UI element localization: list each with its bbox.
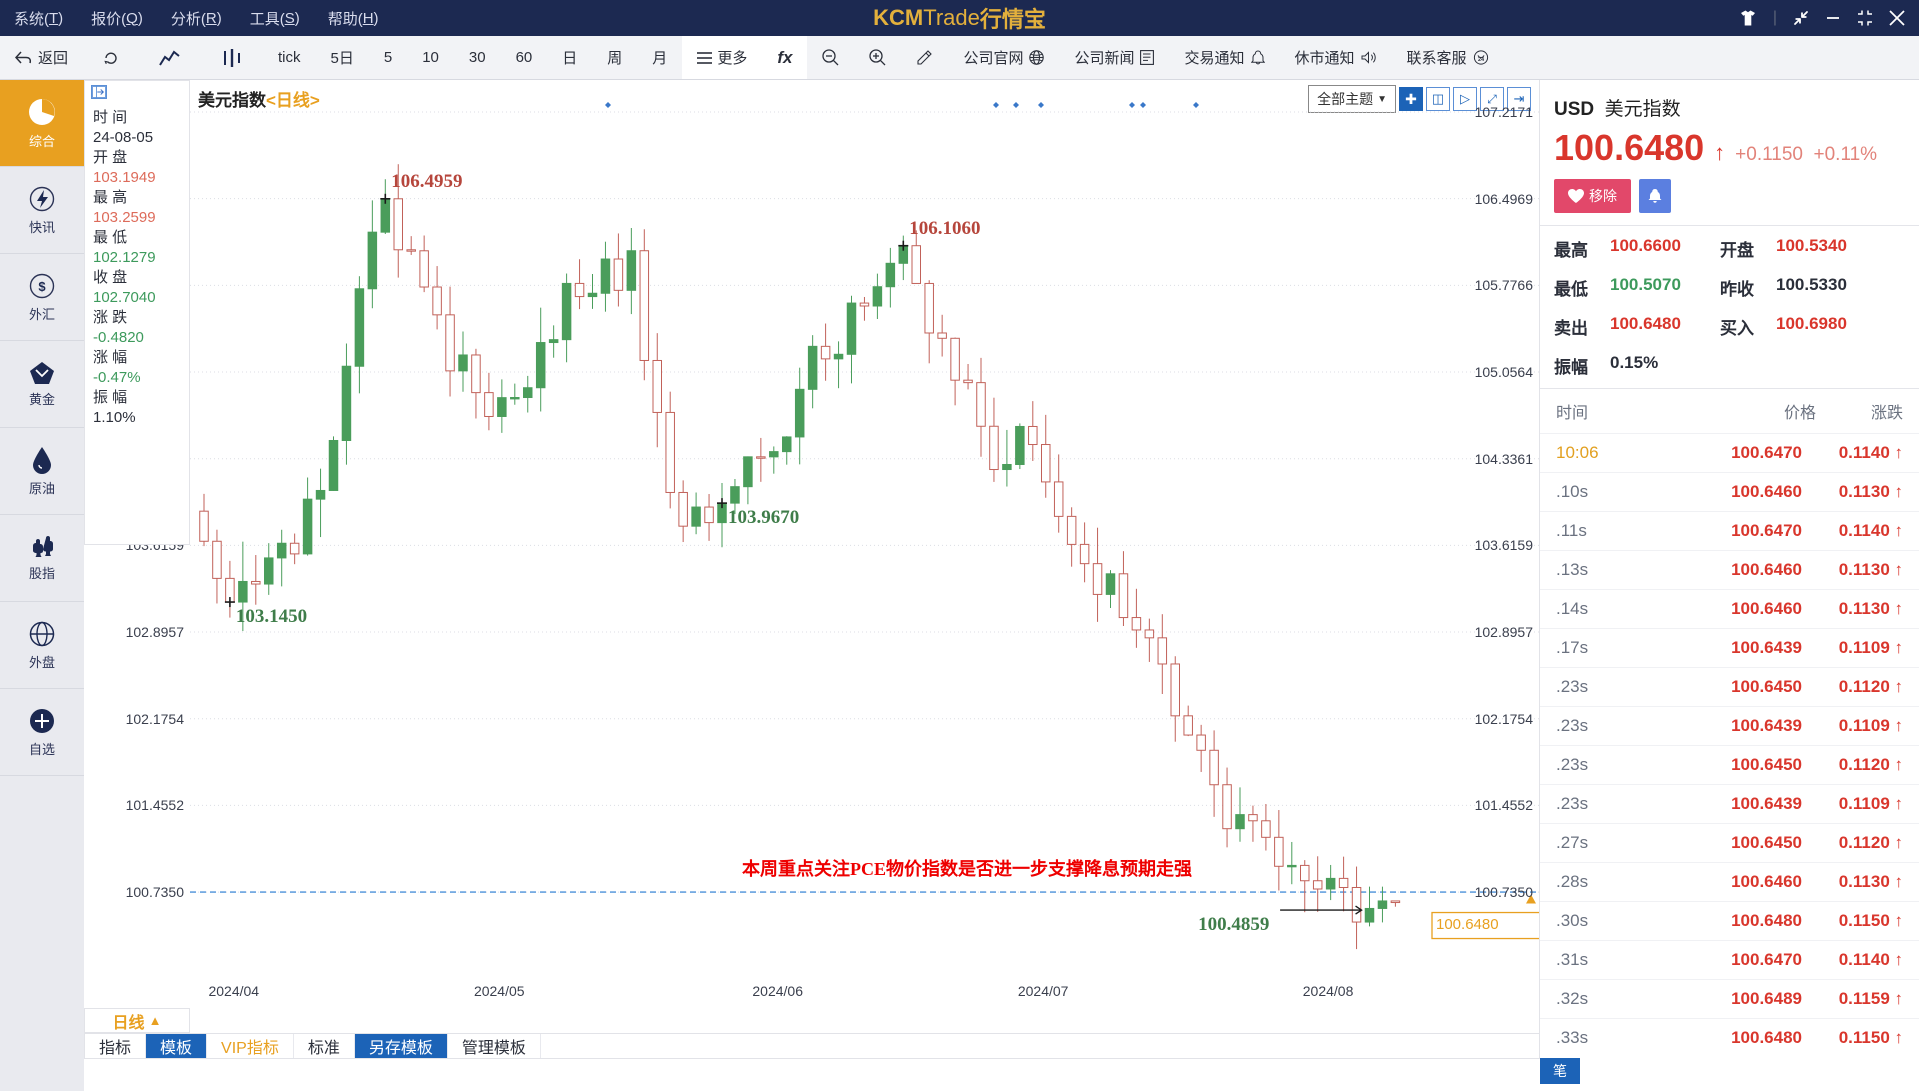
svg-text:24: 24	[1477, 57, 1484, 63]
svg-text:$: $	[38, 279, 46, 294]
